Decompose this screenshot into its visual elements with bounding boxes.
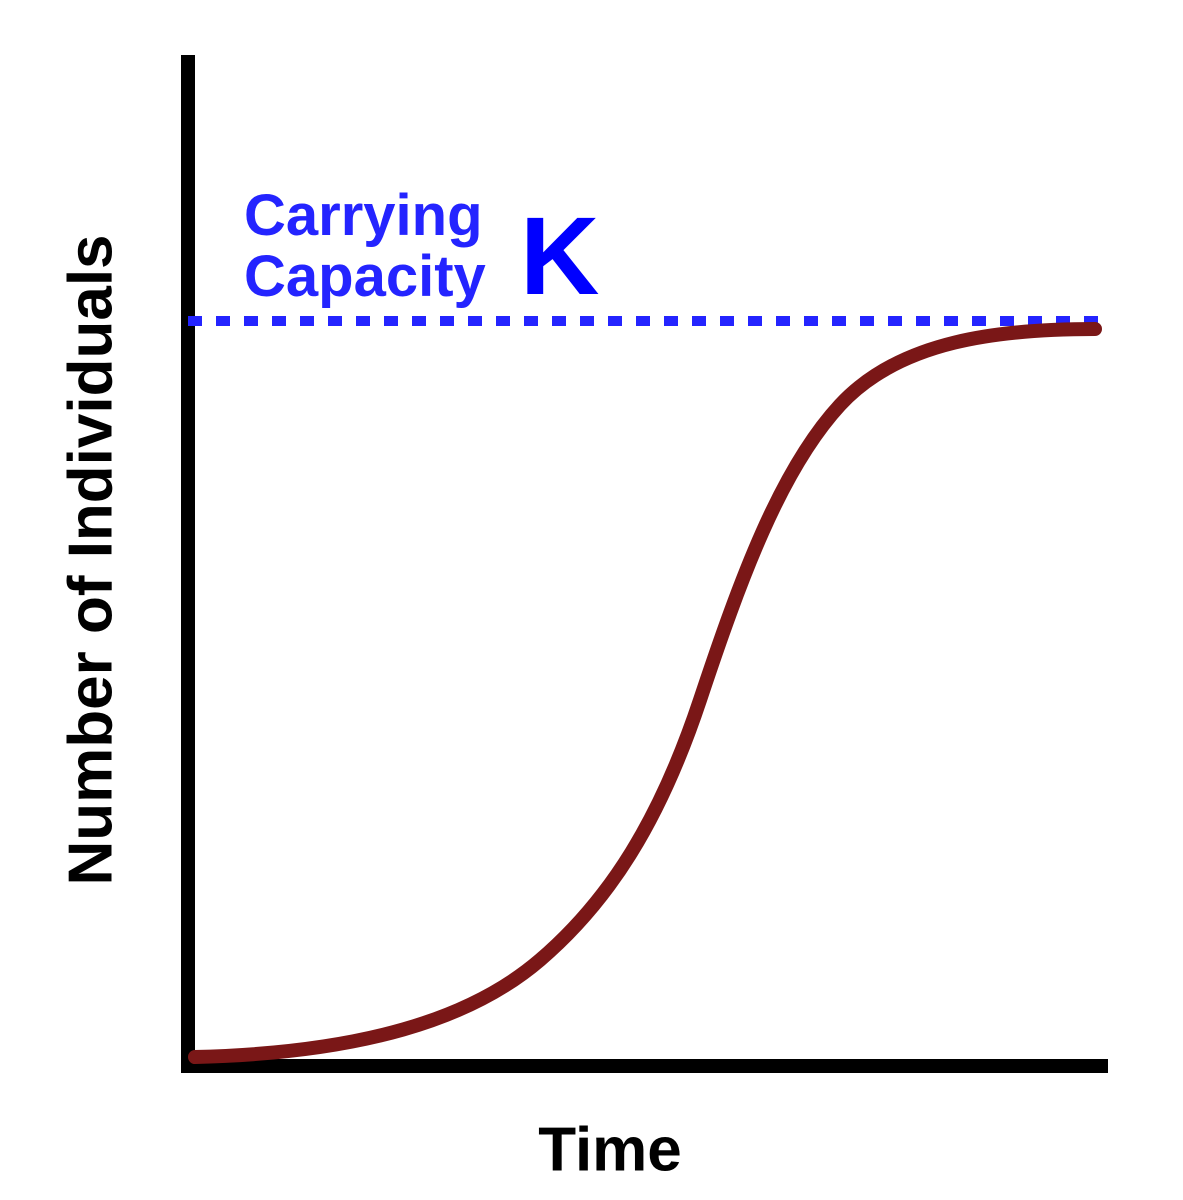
y-axis-label: Number of Individuals [56,234,127,885]
chart-svg [0,0,1183,1200]
carrying-capacity-label: Carrying Capacity [244,186,486,308]
carrying-capacity-k: K [520,193,599,320]
x-axis-label: Time [538,1115,682,1186]
growth-curve [195,329,1095,1057]
logistic-growth-chart: Number of Individuals Time Carrying Capa… [0,0,1183,1200]
